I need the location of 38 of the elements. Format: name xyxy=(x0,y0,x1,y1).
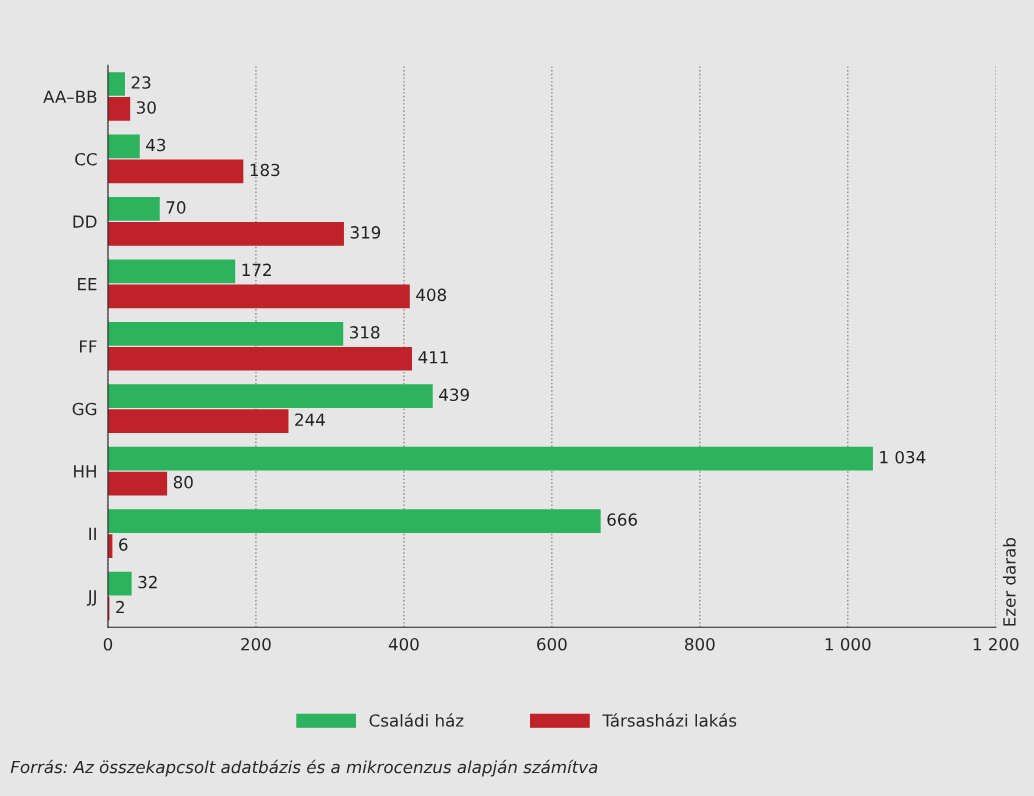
y-tick-label: DD xyxy=(73,215,97,228)
data-label: 32 xyxy=(138,575,157,589)
data-label: 1 034 xyxy=(880,450,926,464)
y-tick-label: GG xyxy=(72,402,97,416)
legend-label: Társasházi lakás xyxy=(602,713,737,727)
x-tick-label: 200 xyxy=(241,637,271,651)
data-label: 30 xyxy=(136,101,156,114)
data-label: 43 xyxy=(146,138,166,152)
x-tick-label: 0 xyxy=(103,637,113,651)
x-tick-label: 1 000 xyxy=(825,637,871,651)
y-tick-label: EE xyxy=(78,278,97,291)
y-tick-label: AA–BB xyxy=(43,90,97,103)
data-label: 2 xyxy=(116,600,124,614)
data-label: 172 xyxy=(242,263,271,276)
data-label: 23 xyxy=(131,76,151,89)
x-tick-label: 600 xyxy=(537,637,567,651)
data-label: 666 xyxy=(607,513,637,526)
y-tick-label: FF xyxy=(80,340,97,353)
y-tick-label: CC xyxy=(75,152,97,166)
data-label: 6 xyxy=(119,538,128,551)
y-tick-label: II xyxy=(89,527,96,540)
data-label: 80 xyxy=(173,475,193,489)
y-tick-label: HH xyxy=(74,465,96,478)
x-tick-label: 400 xyxy=(388,637,419,651)
data-label: 408 xyxy=(416,288,447,302)
legend-label: Családi ház xyxy=(369,713,464,727)
data-label: 319 xyxy=(350,226,381,239)
data-label: 70 xyxy=(166,201,186,214)
data-label: 183 xyxy=(250,163,280,177)
data-label: 318 xyxy=(350,326,380,339)
x-tick-label: 800 xyxy=(685,637,715,651)
y-tick-label: JJ xyxy=(86,590,96,606)
text: Ezer darab xyxy=(1002,538,1016,626)
data-label: 244 xyxy=(295,413,325,426)
text: Forrás: Az összekapcsolt adatbázis és a mikrocenzus alapján számítva xyxy=(10,759,598,777)
x-tick-label: 1 200 xyxy=(973,637,1019,651)
data-label: 411 xyxy=(418,351,448,364)
data-label: 439 xyxy=(439,388,469,402)
